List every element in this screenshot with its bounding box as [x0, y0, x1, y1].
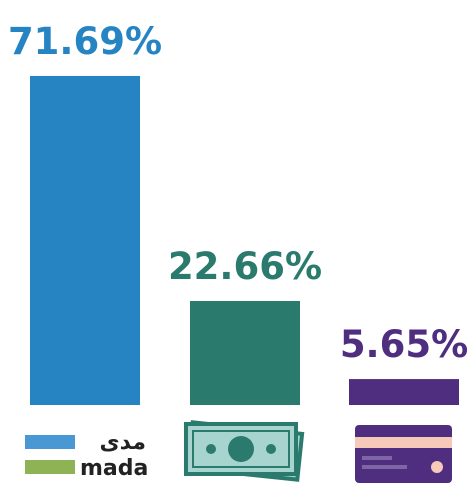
logo-bar — [25, 460, 75, 474]
logo-bar — [25, 435, 75, 449]
bar — [349, 379, 459, 405]
value-label: 5.65% — [340, 323, 468, 366]
cash-icon — [184, 420, 305, 482]
mada-icon: مدى mada — [25, 430, 148, 481]
bar — [190, 300, 300, 405]
value-label: 71.69% — [8, 20, 162, 63]
bar — [30, 75, 140, 405]
logo-text: mada — [80, 456, 148, 481]
card-icon — [355, 425, 452, 483]
value-label: 22.66% — [168, 245, 322, 288]
logo-text: مدى — [100, 430, 147, 455]
